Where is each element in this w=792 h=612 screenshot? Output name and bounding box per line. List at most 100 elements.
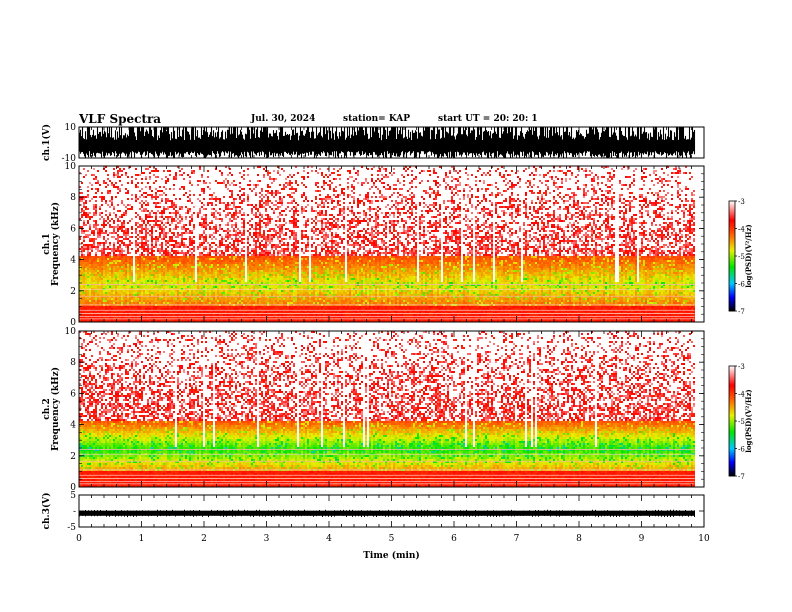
ch1-colorbar-cell xyxy=(729,228,735,230)
ch1-colorbar-cell xyxy=(729,293,735,295)
ch2-colorbar-cell xyxy=(729,380,735,382)
ch1-colorbar-cell xyxy=(729,219,735,221)
ch2-colorbar-cell xyxy=(729,447,735,449)
ch1-colorbar-cell xyxy=(729,270,735,272)
ch1-waveform-ylabel: ch.1(V) xyxy=(41,124,52,161)
ch1-colorbar-cell xyxy=(729,281,735,283)
ch1-colorbar-cell xyxy=(729,296,735,298)
ch2-colorbar-cell xyxy=(729,370,735,372)
ch2-colorbar-cell xyxy=(729,379,735,381)
ch2-colorbar-cell xyxy=(729,411,735,413)
ch2-colorbar-cell xyxy=(729,417,735,419)
ch2-colorbar-cell xyxy=(729,473,735,475)
ch1-colorbar-cell xyxy=(729,253,735,255)
ch2-colorbar-cell xyxy=(729,373,735,375)
ch1-colorbar-cell xyxy=(729,279,735,281)
ch2-colorbar-cell xyxy=(729,407,735,409)
ch2-colorbar-cell xyxy=(729,393,735,395)
ch1-colorbar-cell xyxy=(729,284,735,286)
ch1-colorbar-cell xyxy=(729,203,735,205)
ch2-colorbar-cell xyxy=(729,437,735,439)
ch1-colorbar-cell xyxy=(729,240,735,242)
ch1-colorbar-cell xyxy=(729,212,735,214)
x-tick-label: 7 xyxy=(514,534,520,544)
ch2-colorbar-cell xyxy=(729,433,735,435)
ch2-colorbar-cell xyxy=(729,420,735,422)
ch1-colorbar-cell xyxy=(729,235,735,237)
ch1-colorbar-cell xyxy=(729,295,735,297)
ch2-colorbar-cell xyxy=(729,429,735,431)
x-tick-label: 0 xyxy=(76,534,82,544)
ch1-colorbar-cell xyxy=(729,223,735,225)
ch2-colorbar-tick-label: -4 xyxy=(738,391,745,399)
ch2-colorbar-cell xyxy=(729,397,735,399)
x-tick-label: 1 xyxy=(139,534,145,544)
ch1-colorbar: -3 -4 -5 -6 -7 log(PSD)(V²/Hz) xyxy=(728,198,753,316)
ch2-colorbar-cell xyxy=(729,367,735,369)
plot-layer xyxy=(79,127,696,518)
ch2-colorbar-cell xyxy=(729,366,735,368)
ch1-waveform-line xyxy=(79,127,696,158)
ch2-spectrogram-ytick-label: 8 xyxy=(70,358,76,368)
ch1-colorbar-cell xyxy=(729,276,735,278)
ch2-spectrogram-ytick-label: 6 xyxy=(70,389,76,399)
x-tick-label: 4 xyxy=(326,534,332,544)
ch1-colorbar-cell xyxy=(729,301,735,303)
ch1-waveform-ytick-label: -10 xyxy=(62,154,77,164)
ch2-spectrogram-ytick-label: 0 xyxy=(70,483,76,493)
ch1-colorbar-cell xyxy=(729,307,735,309)
ch2-colorbar-cell xyxy=(729,408,735,410)
ch2-spectrogram-ytick-label: 2 xyxy=(70,452,76,462)
ch1-colorbar-cell xyxy=(729,258,735,260)
ch2-colorbar-cell xyxy=(729,391,735,393)
ch2-colorbar-cell xyxy=(729,472,735,474)
ch1-colorbar-cell xyxy=(729,297,735,299)
ch1-colorbar-cell xyxy=(729,230,735,232)
ch1-spectrogram-ytick-label: 10 xyxy=(65,162,77,172)
ch1-colorbar-cell xyxy=(729,265,735,267)
ch2-colorbar-cell xyxy=(729,395,735,397)
ch2-colorbar-cell xyxy=(729,372,735,374)
ch1-colorbar-cell xyxy=(729,275,735,277)
ch1-colorbar-cell xyxy=(729,210,735,212)
ch2-colorbar-cell xyxy=(729,426,735,428)
start-time-label: start UT = 20: 20: 1 xyxy=(438,114,538,124)
ch1-colorbar-label: log(PSD)(V²/Hz) xyxy=(744,224,753,288)
ch2-spectrogram-ylabel: ch.2 xyxy=(42,398,52,419)
ch1-colorbar-cell xyxy=(729,286,735,288)
ch1-colorbar-cell xyxy=(729,260,735,262)
ch2-spectrogram-ytick-label: 4 xyxy=(70,421,76,431)
ch2-colorbar-cell xyxy=(729,441,735,443)
ch1-colorbar-cell xyxy=(729,274,735,276)
ch2-colorbar-label: log(PSD)(V²/Hz) xyxy=(744,389,753,453)
ch1-colorbar-cell xyxy=(729,251,735,253)
ch1-colorbar-cell xyxy=(729,236,735,238)
ch1-colorbar-cell xyxy=(729,308,735,310)
ch2-colorbar-cell xyxy=(729,425,735,427)
ch1-colorbar-cell xyxy=(729,211,735,213)
ch2-colorbar-cell xyxy=(729,377,735,379)
ch1-colorbar-cell xyxy=(729,206,735,208)
ch2-colorbar-cell xyxy=(729,471,735,473)
ch2-colorbar-cell xyxy=(729,402,735,404)
ch1-colorbar-cell xyxy=(729,229,735,231)
ch1-colorbar-cell xyxy=(729,294,735,296)
x-tick-label: 9 xyxy=(639,534,645,544)
ch1-spectrogram-ytick-label: 4 xyxy=(70,256,76,266)
ch2-colorbar-tick-label: -6 xyxy=(738,446,745,454)
ch2-colorbar-cell xyxy=(729,371,735,373)
ch2-colorbar-cell xyxy=(729,403,735,405)
ch1-colorbar-cell xyxy=(729,303,735,305)
ch3-waveform-ytick-label: 5 xyxy=(70,491,76,501)
ch1-colorbar-cell xyxy=(729,249,735,251)
ch2-colorbar-cell xyxy=(729,452,735,454)
ch1-colorbar-cell xyxy=(729,268,735,270)
ch2-colorbar-cell xyxy=(729,384,735,386)
ch2-colorbar-cell xyxy=(729,398,735,400)
ch2-colorbar-cell xyxy=(729,381,735,383)
ch1-colorbar-cell xyxy=(729,266,735,268)
ch1-colorbar-cell xyxy=(729,246,735,248)
ch1-waveform-ytick-label: 10 xyxy=(65,123,77,133)
ch2-colorbar-tick-label: -3 xyxy=(738,363,745,371)
ch2-colorbar-cell xyxy=(729,444,735,446)
